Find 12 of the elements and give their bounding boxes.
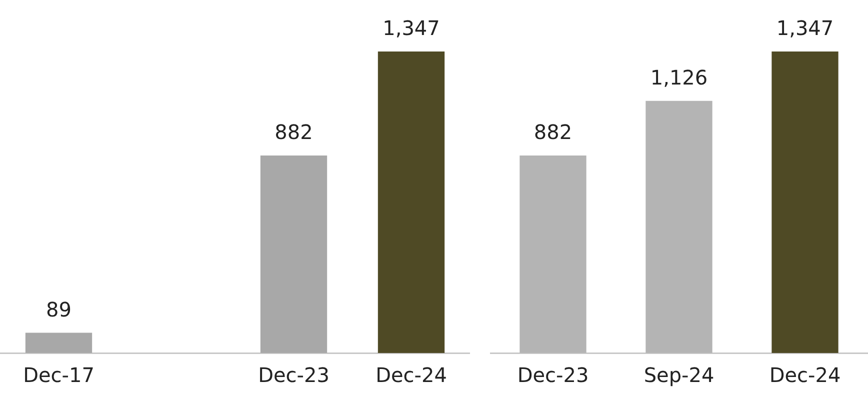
x-tick-label: Sep-24 [644,363,714,388]
data-label: 1,347 [382,16,440,40]
x-tick-label: Dec-17 [23,363,94,388]
x-tick-label: Dec-24 [769,363,841,388]
x-tick-label: Dec-23 [517,363,589,388]
x-tick-label: Dec-24 [376,363,447,388]
data-label: 1,347 [776,16,834,40]
data-label: 89 [46,297,72,322]
data-label: 882 [274,120,313,144]
data-label: 1,126 [650,65,708,90]
x-tick-label: Dec-23 [258,363,330,388]
data-label: 882 [534,120,572,144]
